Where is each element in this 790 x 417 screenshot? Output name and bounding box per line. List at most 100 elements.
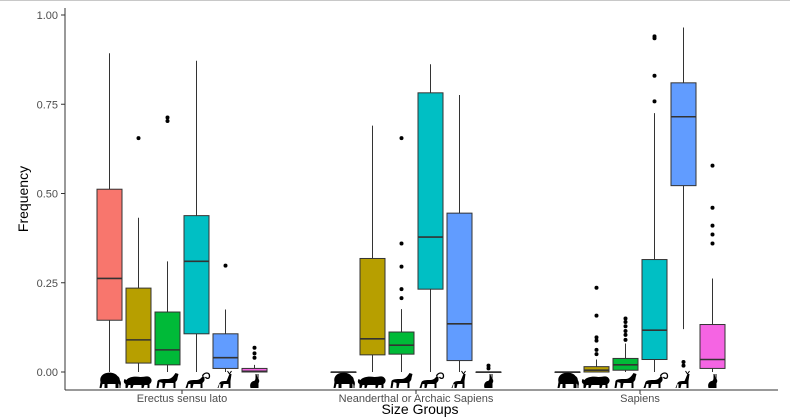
ibex-shape <box>185 376 205 388</box>
top-rule <box>0 0 790 1</box>
prey-icon-row <box>333 370 494 388</box>
outlier-point <box>594 335 599 340</box>
outlier-point <box>399 287 404 292</box>
box-body <box>583 366 610 373</box>
horse-icon <box>156 373 179 388</box>
box-group <box>96 53 268 373</box>
outlier-point <box>710 232 715 237</box>
box <box>154 115 181 372</box>
ibex-icon <box>643 372 669 388</box>
box <box>125 136 152 372</box>
outlier-point <box>594 313 599 318</box>
outlier-point <box>594 285 599 290</box>
y-tick-label: 0.50 <box>37 189 58 201</box>
outlier-point <box>136 136 141 141</box>
boxes-layer <box>96 27 726 373</box>
outlier-point <box>623 320 628 325</box>
bison-icon <box>123 376 152 388</box>
ibex-shape <box>419 376 439 388</box>
ibex-icon <box>185 372 211 388</box>
deer-shape <box>451 374 466 388</box>
outlier-point <box>399 136 404 141</box>
box-body <box>670 82 697 187</box>
hare-shape <box>250 374 260 388</box>
y-axis-title: Frequency <box>15 166 31 232</box>
deer-icon <box>217 370 232 388</box>
outlier-point <box>623 316 628 321</box>
hare-shape <box>708 374 718 388</box>
box-body <box>417 92 444 290</box>
ibex-horn <box>435 372 445 380</box>
deer-antler <box>227 370 232 375</box>
outlier-point <box>252 345 257 350</box>
outlier-point <box>223 263 228 268</box>
y-tick-label: 0.00 <box>37 367 58 379</box>
hare-icon <box>708 374 718 388</box>
labels-layer: Frequency Size Groups <box>15 166 459 417</box>
prey-icon-row <box>99 370 260 388</box>
outlier-point <box>594 347 599 352</box>
box <box>641 34 668 372</box>
box <box>583 285 610 373</box>
outlier-point <box>681 363 686 368</box>
box <box>446 94 473 372</box>
deer-icon <box>675 370 690 388</box>
bison-shape <box>581 376 610 388</box>
box <box>554 371 581 373</box>
outlier-point <box>486 366 491 371</box>
y-tick-label: 0.75 <box>37 99 58 111</box>
x-tick-label: Erectus sensu lato <box>137 393 228 405</box>
outlier-point <box>399 264 404 269</box>
horse-shape <box>614 373 637 388</box>
outlier-point <box>252 355 257 360</box>
box <box>699 163 726 372</box>
box-group <box>554 27 726 373</box>
outlier-point <box>165 119 170 124</box>
elephant-icon <box>333 372 355 388</box>
outlier-point <box>652 34 657 39</box>
prey-icon-row <box>557 370 718 388</box>
outlier-point <box>652 99 657 104</box>
outlier-point <box>710 205 715 210</box>
box <box>417 64 444 372</box>
box-body <box>96 188 123 321</box>
box <box>183 60 210 372</box>
outlier-point <box>252 351 257 356</box>
ibex-icon <box>419 372 445 388</box>
box-body <box>359 257 386 356</box>
outlier-point <box>623 337 628 342</box>
horse-icon <box>614 373 637 388</box>
deer-antler <box>461 370 466 375</box>
outlier-point <box>623 328 628 333</box>
deer-icon <box>451 370 466 388</box>
outlier-point <box>165 115 170 120</box>
box <box>475 363 502 373</box>
outlier-point <box>486 363 491 368</box>
outlier-point <box>594 338 599 343</box>
outlier-point <box>623 324 628 329</box>
box-body <box>183 215 210 335</box>
y-tick-label: 0.25 <box>37 278 58 290</box>
outlier-point <box>681 360 686 365</box>
ibex-shape <box>643 376 663 388</box>
outlier-point <box>399 241 404 246</box>
horse-shape <box>390 373 413 388</box>
bison-shape <box>357 376 386 388</box>
x-tick-label: Sapiens <box>620 393 660 405</box>
deer-shape <box>217 374 232 388</box>
x-tick-label: Neanderthal or Archaic Sapiens <box>339 393 494 405</box>
horse-icon <box>390 373 413 388</box>
x-axis: Erectus sensu lato Neanderthal or Archaic… <box>65 389 778 405</box>
box <box>96 53 123 372</box>
hare-shape <box>484 374 494 388</box>
box <box>388 136 415 372</box>
box-body <box>699 324 726 369</box>
box-body <box>154 311 181 366</box>
box-body <box>212 333 239 369</box>
bison-shape <box>123 376 152 388</box>
prey-icons-layer <box>99 370 718 388</box>
y-axis: 0.00 0.25 0.50 0.75 1.00 <box>37 8 66 390</box>
box-body <box>125 287 152 364</box>
outlier-point <box>594 352 599 357</box>
